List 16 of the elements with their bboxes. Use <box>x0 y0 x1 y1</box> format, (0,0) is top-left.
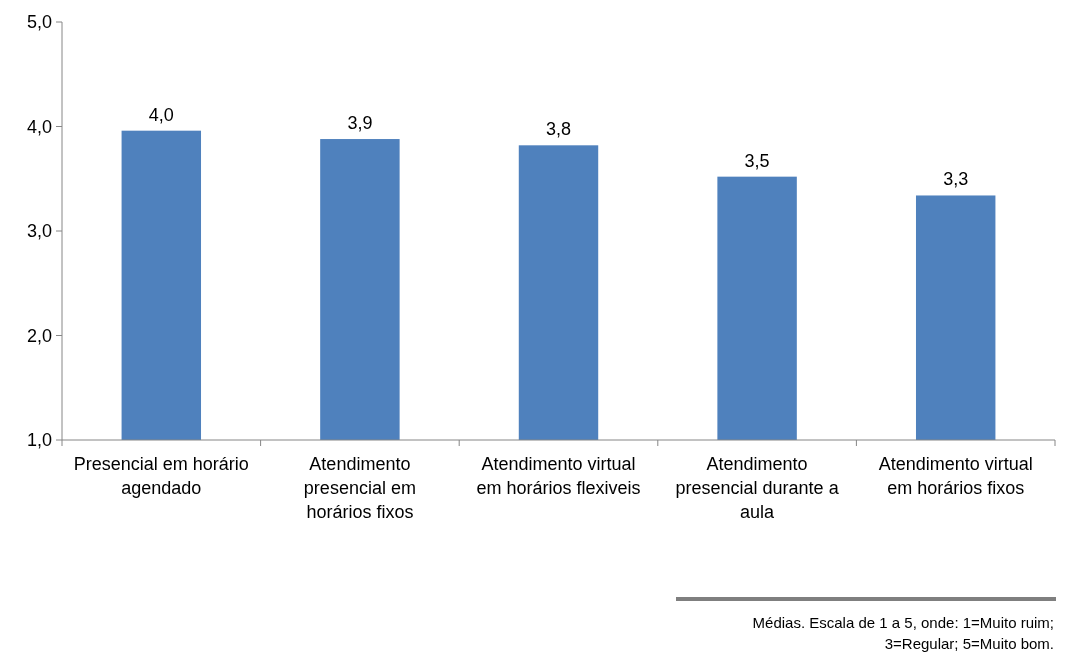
data-label: 3,5 <box>744 150 770 171</box>
x-tick-label: Atendimento presencial durante a aula <box>675 454 840 522</box>
x-tick-label: Atendimento virtual em horários fixos <box>878 454 1033 498</box>
y-tick-label: 2,0 <box>26 325 52 346</box>
y-tick-label: 5,0 <box>26 12 52 33</box>
data-label: 3,8 <box>545 119 572 140</box>
data-label: 3,3 <box>943 169 969 190</box>
x-tick-label: Presencial em horário agendado <box>73 454 249 498</box>
text: Médias. Escala de 1 a 5, onde: 1=Muito ruim; 3=Regular; 5=Muito bom. <box>752 614 1054 652</box>
data-label: 3,9 <box>347 113 373 134</box>
y-tick-label: 4,0 <box>26 116 52 137</box>
y-tick-label: 1,0 <box>26 430 52 451</box>
y-tick-label: 3,0 <box>26 221 52 242</box>
data-label: 4,0 <box>148 104 174 125</box>
x-tick-label: Atendimento virtual em horários flexiveis <box>476 454 641 498</box>
x-tick-label: Atendimento presencial em horários fixos <box>303 454 416 522</box>
